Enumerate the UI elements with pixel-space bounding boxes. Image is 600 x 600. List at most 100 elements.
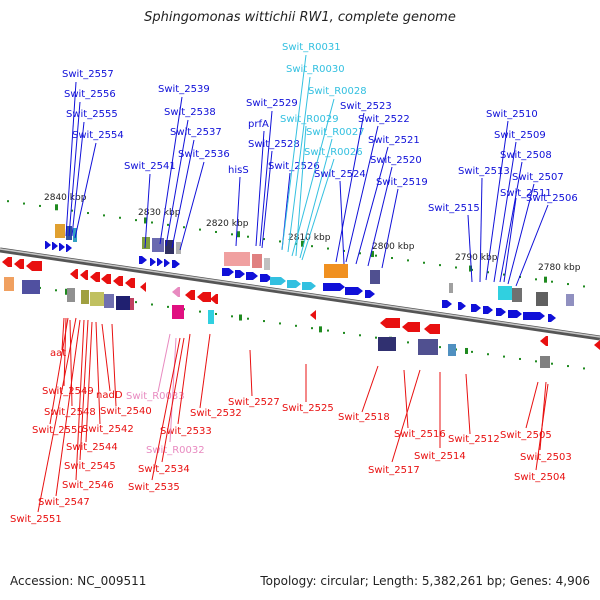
forward-gene-arrow <box>45 241 51 249</box>
upper-scale-dot <box>87 212 89 215</box>
gene-box <box>4 277 14 291</box>
gene-box <box>449 283 453 293</box>
lower-scale-dot <box>583 367 585 370</box>
forward-gene-arrow <box>235 270 245 278</box>
reverse-gene-arrow <box>310 310 316 320</box>
gene-box <box>324 264 348 278</box>
forward-gene-label-leader <box>165 119 189 247</box>
upper-scale-dot <box>311 245 313 248</box>
reverse-gene-label: Swit_2550 <box>32 425 84 436</box>
upper-scale-dot <box>231 233 233 236</box>
forward-gene-label: Swit_2509 <box>494 130 546 141</box>
gene-box <box>448 344 456 356</box>
reverse-gene-label: Swit_2514 <box>414 451 466 462</box>
gene-box <box>498 286 512 300</box>
gene-box <box>512 288 522 302</box>
reverse-gene-label: Swit_2527 <box>228 397 280 408</box>
forward-gene-arrow <box>523 312 545 320</box>
upper-scale-dot <box>423 261 425 264</box>
lower-scale-dot <box>503 355 505 358</box>
reverse-gene-label-leader <box>361 365 379 413</box>
reverse-gene-label-leader <box>535 383 549 471</box>
forward-gene-label-leader <box>493 141 517 283</box>
upper-scale-tick <box>55 204 58 211</box>
upper-scale-dot <box>279 240 281 243</box>
upper-scale-dot <box>535 278 537 281</box>
forward-gene-label-leader <box>291 98 335 257</box>
lower-scale-dot <box>567 365 569 368</box>
forward-gene-arrow <box>345 287 363 295</box>
lower-scale-dot <box>519 357 521 360</box>
upper-scale-dot <box>551 280 553 283</box>
forward-gene-label: Swit_R0027 <box>306 127 365 138</box>
upper-scale-dot <box>103 214 105 217</box>
forward-gene-arrow <box>442 300 452 308</box>
forward-gene-label-leader <box>235 176 241 247</box>
gene-box <box>116 296 130 310</box>
reverse-gene-label: Swit_2503 <box>520 452 572 463</box>
forward-gene-label-leader <box>179 161 205 251</box>
forward-gene-label: Swit_2537 <box>170 127 222 138</box>
forward-gene-label-leader <box>68 101 81 237</box>
forward-gene-label: Swit_2515 <box>428 203 480 214</box>
gene-box <box>165 240 174 254</box>
reverse-gene-label-leader <box>37 317 77 513</box>
reverse-gene-arrow <box>80 270 88 280</box>
lower-scale-tick <box>65 288 68 295</box>
upper-scale-tick <box>544 276 547 283</box>
forward-gene-label: Swit_2511 <box>500 188 552 199</box>
forward-gene-label-leader <box>335 112 365 263</box>
position-label: 2800 kbp <box>372 242 415 252</box>
forward-gene-label-leader <box>255 130 265 247</box>
lower-scale-dot <box>151 303 153 306</box>
reverse-gene-arrow <box>172 287 180 297</box>
reverse-gene-label-leader <box>391 369 421 463</box>
gene-box <box>224 252 250 266</box>
genome-backbone-highlight <box>0 248 600 338</box>
accession-text: Accession: NC_009511 <box>10 574 147 588</box>
gene-box <box>152 238 164 252</box>
lower-scale-dot <box>247 317 249 320</box>
forward-gene-arrow <box>66 244 72 252</box>
reverse-gene-arrow <box>26 261 42 271</box>
forward-gene-label: Swit_2538 <box>164 107 216 118</box>
gene-box <box>142 237 150 249</box>
forward-gene-arrow <box>270 277 286 285</box>
upper-scale-dot <box>567 283 569 286</box>
reverse-gene-label: nadD <box>96 390 123 401</box>
upper-scale-dot <box>7 200 9 203</box>
reverse-gene-label: Swit_2544 <box>66 442 118 453</box>
upper-scale-dot <box>199 228 201 231</box>
forward-gene-label-leader <box>367 166 393 267</box>
upper-scale-dot <box>327 247 329 250</box>
forward-gene-label-leader <box>301 158 335 261</box>
reverse-gene-label-leader <box>525 381 539 429</box>
upper-scale-dot <box>183 226 185 229</box>
lower-scale-dot <box>375 336 377 339</box>
lower-scale-dot <box>471 350 473 353</box>
reverse-gene-arrow <box>594 340 600 350</box>
reverse-gene-label-leader <box>55 319 81 497</box>
reverse-gene-label-leader <box>85 321 93 443</box>
forward-gene-arrow <box>150 258 156 266</box>
reverse-gene-label: Swit_2540 <box>100 406 152 417</box>
upper-scale-tick <box>144 217 147 224</box>
forward-gene-arrow <box>260 274 272 282</box>
reverse-gene-label-leader <box>69 319 73 407</box>
forward-gene-label-leader <box>159 96 183 245</box>
forward-gene-label: Swit_R0031 <box>282 42 341 53</box>
forward-gene-label-leader <box>261 150 273 249</box>
lower-scale-dot <box>311 327 313 330</box>
reverse-gene-label: Swit_2516 <box>394 429 446 440</box>
gene-box <box>264 258 270 270</box>
reverse-gene-label-leader <box>75 319 85 481</box>
lower-scale-tick <box>465 347 468 354</box>
forward-gene-label: Swit_2554 <box>72 130 124 141</box>
upper-scale-dot <box>23 202 25 205</box>
upper-scale-dot <box>455 266 457 269</box>
reverse-gene-label-leader <box>151 337 181 481</box>
lower-scale-dot <box>551 362 553 365</box>
gene-box <box>172 305 184 319</box>
upper-scale-dot <box>391 257 393 260</box>
